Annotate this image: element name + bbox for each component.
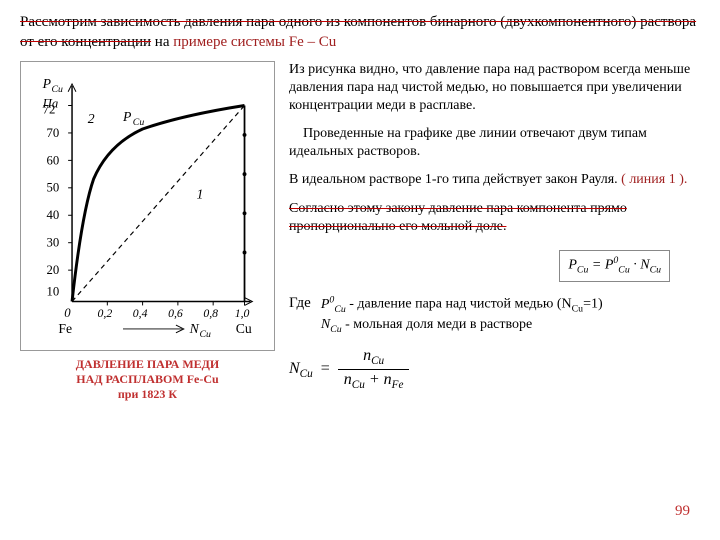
svg-text:0,4: 0,4 <box>133 307 148 320</box>
svg-text:Cu: Cu <box>199 328 211 339</box>
svg-text:60: 60 <box>47 153 60 167</box>
def-1: P0Cu - давление пара над чистой медью (N… <box>321 294 603 316</box>
caption-l2: НАД РАСПЛАВОМ Fe-Cu <box>76 372 218 386</box>
svg-text:1,0: 1,0 <box>235 307 250 320</box>
svg-text:N: N <box>189 320 200 335</box>
page-number: 99 <box>675 503 690 520</box>
title-tail-black: на <box>151 34 173 50</box>
svg-text:30: 30 <box>47 235 60 249</box>
svg-text:40: 40 <box>47 208 60 222</box>
content-row: P Cu Па 72 70 60 50 40 30 20 10 0 0,2 0,… <box>20 61 700 402</box>
title-tail-red: примере системы Fe – Cu <box>173 34 336 50</box>
svg-text:0,2: 0,2 <box>98 307 113 320</box>
para-3: В идеальном растворе 1-го типа действует… <box>289 171 700 189</box>
title-struck: Рассмотрим зависимость давления пара одн… <box>20 14 696 50</box>
para-4: Согласно этому закону давление пара комп… <box>289 200 700 236</box>
caption-l1: ДАВЛЕНИЕ ПАРА МЕДИ <box>76 357 219 371</box>
gde-label: Где <box>289 294 311 314</box>
svg-text:70: 70 <box>47 125 60 139</box>
svg-text:50: 50 <box>47 180 60 194</box>
def-2: NCu - мольная доля меди в растворе <box>321 316 603 336</box>
chart-box: P Cu Па 72 70 60 50 40 30 20 10 0 0,2 0,… <box>20 61 275 351</box>
svg-text:P: P <box>42 75 52 90</box>
svg-text:0,6: 0,6 <box>168 307 183 320</box>
caption-l3: при 1823 К <box>118 387 177 401</box>
svg-text:Cu: Cu <box>51 83 63 94</box>
eq-main: PCu = P0Cu · NCu <box>289 246 670 286</box>
text-column: Из рисунка видно, что давление пара над … <box>289 61 700 402</box>
gde-block: Где P0Cu - давление пара над чистой медь… <box>289 294 700 336</box>
svg-text:10: 10 <box>47 284 60 298</box>
chart-svg: P Cu Па 72 70 60 50 40 30 20 10 0 0,2 0,… <box>25 66 270 341</box>
svg-text:Fe: Fe <box>58 320 72 335</box>
para-2: Проведенные на графике две линии отвечаю… <box>289 125 700 161</box>
chart-caption: ДАВЛЕНИЕ ПАРА МЕДИ НАД РАСПЛАВОМ Fe-Cu п… <box>20 357 275 402</box>
svg-text:P: P <box>122 109 132 124</box>
svg-text:Cu: Cu <box>133 117 145 128</box>
svg-text:1: 1 <box>197 186 204 201</box>
svg-text:Cu: Cu <box>236 320 252 335</box>
para-1: Из рисунка видно, что давление пара над … <box>289 61 700 116</box>
eq-fraction: NCu = nCu nCu + nFe <box>289 346 700 393</box>
svg-text:2: 2 <box>88 111 95 126</box>
svg-text:0,8: 0,8 <box>203 307 218 320</box>
title-block: Рассмотрим зависимость давления пара одн… <box>20 12 700 53</box>
svg-text:0: 0 <box>64 306 71 320</box>
svg-text:72: 72 <box>43 102 56 116</box>
chart-column: P Cu Па 72 70 60 50 40 30 20 10 0 0,2 0,… <box>20 61 275 402</box>
svg-text:20: 20 <box>47 263 60 277</box>
